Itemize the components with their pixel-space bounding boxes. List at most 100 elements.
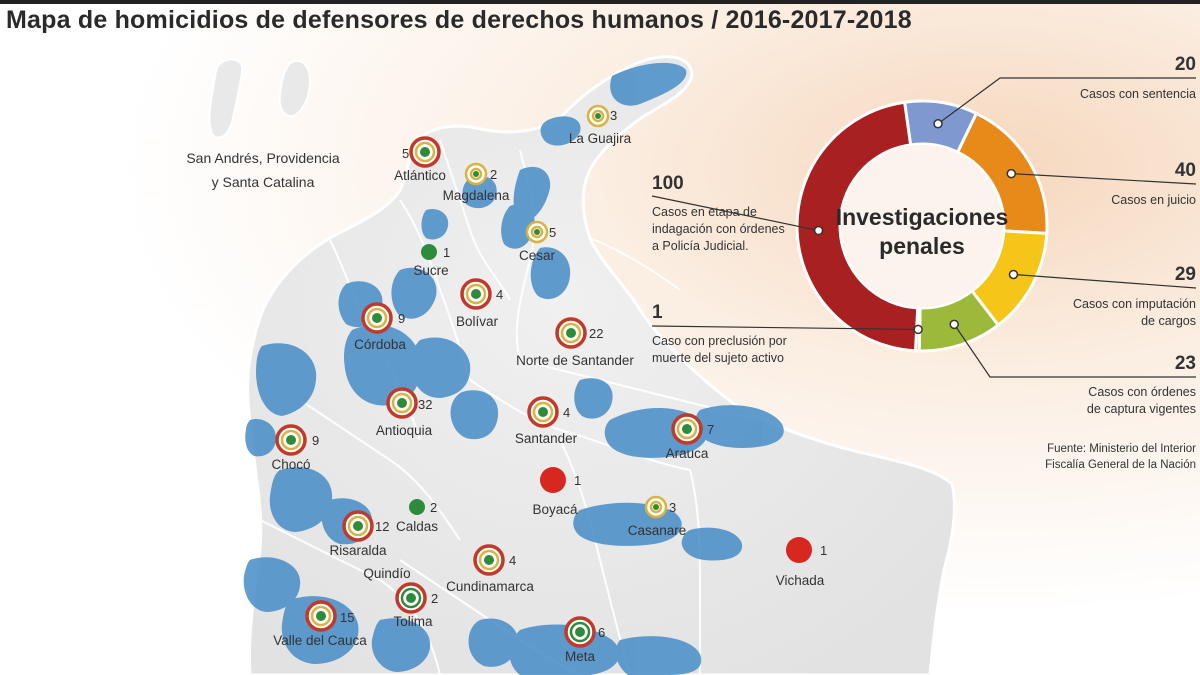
region-count-bolivar: 4 [496, 287, 503, 302]
callout-line [651, 195, 819, 232]
region-count-la-guajira: 3 [610, 108, 617, 123]
region-count-casanare: 3 [669, 500, 676, 515]
marker-core-choco [286, 435, 296, 445]
region-cundinamarca: 4 Cundinamarca [446, 544, 534, 594]
islands-label-line2: y Santa Catalina [212, 174, 315, 190]
region-count-cordoba: 9 [398, 311, 405, 326]
callout-2: 40 Casos en juicio [1006, 160, 1197, 207]
marker-dot-boyaca [540, 467, 566, 493]
callout-text: Casos con imputación [1073, 297, 1196, 311]
donut-title-line1: Investigaciones [836, 204, 1009, 230]
callout-value: 29 [1175, 264, 1196, 285]
region-label-norte-de-santander: Norte de Santander [516, 353, 634, 368]
region-label-la-guajira: La Guajira [569, 131, 632, 146]
region-vichada: 1 Vichada [776, 537, 827, 588]
region-label-antioquia: Antioquia [376, 423, 433, 438]
callout-layer: 20 Casos con sentencia 40 Casos en juicio 29… [651, 54, 1197, 416]
region-atlantico: 5 Atlántico [394, 136, 446, 183]
marker-core-bolivar [471, 289, 481, 299]
region-label-valle-del-cauca: Valle del Cauca [273, 633, 367, 648]
region-count-tolima: 2 [431, 591, 438, 606]
region-label-arauca: Arauca [666, 446, 709, 461]
region-label-casanare: Casanare [628, 523, 687, 538]
callout-text: indagación con órdenes [652, 222, 785, 236]
region-label-cesar: Cesar [519, 248, 556, 263]
callout-text: Casos con órdenes [1088, 385, 1196, 399]
donut-slice-casos-en-etapa-de-indagacion-con-ordenes [795, 100, 920, 353]
region-label-atlantico: Atlántico [394, 168, 446, 183]
region-label-cundinamarca: Cundinamarca [446, 579, 534, 594]
region-count-norte-de-santander: 22 [589, 326, 603, 341]
marker-core-santander [538, 407, 548, 417]
callout-dot [1008, 269, 1019, 280]
source-line2: Fiscalía General de la Nación [1045, 459, 1196, 471]
region-label-risaralda: Risaralda [329, 543, 387, 558]
callout-6: 100 Casos en etapa de indagación con órden… [651, 173, 824, 253]
marker-core-norte-de-santander [566, 328, 576, 338]
marker-core-cundinamarca [484, 555, 494, 565]
region-quindio: Quindío [363, 566, 410, 581]
donut-title-line2: penales [879, 233, 965, 259]
region-magdalena: 2 Magdalena [443, 162, 510, 203]
marker-core-cordoba [372, 313, 382, 323]
top-rule [0, 0, 1200, 4]
callout-dot [813, 225, 824, 236]
marker-dot-sucre [421, 244, 437, 260]
marker-core-arauca [682, 424, 692, 434]
island-san-andres [208, 58, 244, 139]
callout-text: de captura vigentes [1087, 402, 1196, 416]
region-label-sucre: Sucre [413, 263, 448, 278]
callout-text: Casos en juicio [1111, 193, 1196, 207]
region-antioquia: 32 Antioquia [376, 387, 433, 438]
region-label-santander: Santander [515, 431, 578, 446]
region-count-choco: 9 [312, 433, 319, 448]
region-count-risaralda: 12 [375, 519, 389, 534]
region-count-antioquia: 32 [418, 397, 432, 412]
region-label-meta: Meta [565, 649, 596, 664]
callout-dot [933, 118, 943, 129]
marker-dot-vichada [786, 537, 812, 563]
callout-4: 23 Casos con órdenes de captura vigentes [949, 319, 1196, 416]
region-label-boyaca: Boyacá [532, 502, 578, 517]
region-count-valle-del-cauca: 15 [340, 610, 354, 625]
region-valle-del-cauca: 15 Valle del Cauca [273, 600, 367, 648]
region-la-guajira: 3 La Guajira [569, 104, 632, 146]
region-risaralda: 12 Risaralda [329, 510, 389, 558]
callout-3: 29 Casos con imputación de cargos [1008, 264, 1197, 328]
region-count-atlantico: 5 [402, 146, 409, 161]
region-count-arauca: 7 [707, 422, 714, 437]
page-title: Mapa de homicidios de defensores de dere… [6, 6, 912, 34]
region-label-tolima: Tolima [393, 614, 433, 629]
region-cordoba: 9 Córdoba [354, 302, 406, 352]
callout-dot [1006, 168, 1017, 179]
region-count-cundinamarca: 4 [509, 553, 516, 568]
region-norte-de-santander: 22 Norte de Santander [516, 317, 634, 368]
callout-value: 1 [652, 302, 663, 323]
callout-text: a Policía Judicial. [652, 239, 749, 253]
region-boyaca: 1 Boyacá [532, 467, 581, 517]
region-casanare: 3 Casanare [628, 495, 687, 538]
region-count-magdalena: 2 [490, 167, 497, 182]
callout-line [1011, 173, 1197, 185]
source-line1: Fuente: Ministerio del Interior [1047, 443, 1196, 455]
region-label-bolivar: Bolívar [456, 314, 499, 329]
region-label-vichada: Vichada [776, 573, 825, 588]
callout-value: 20 [1175, 54, 1196, 75]
region-count-cesar: 5 [549, 225, 556, 240]
callout-value: 40 [1175, 160, 1196, 181]
region-count-meta: 6 [598, 625, 605, 640]
region-sucre: 1 Sucre [413, 244, 450, 278]
donut-hole [841, 145, 1003, 307]
region-santander: 4 Santander [515, 396, 578, 446]
marker-core-risaralda [353, 521, 363, 531]
marker-core-cesar [534, 229, 540, 235]
island-providencia [278, 60, 312, 118]
region-label-cordoba: Córdoba [354, 337, 406, 352]
region-cesar: 5 Cesar [519, 220, 556, 263]
callout-dot [913, 324, 923, 335]
region-label-quindio: Quindío [363, 566, 410, 581]
region-tolima: 2 Tolima [393, 582, 438, 629]
marker-core-valle-del-cauca [316, 611, 326, 621]
region-arauca: 7 Arauca [666, 413, 714, 461]
region-label-choco: Chocó [271, 457, 310, 472]
